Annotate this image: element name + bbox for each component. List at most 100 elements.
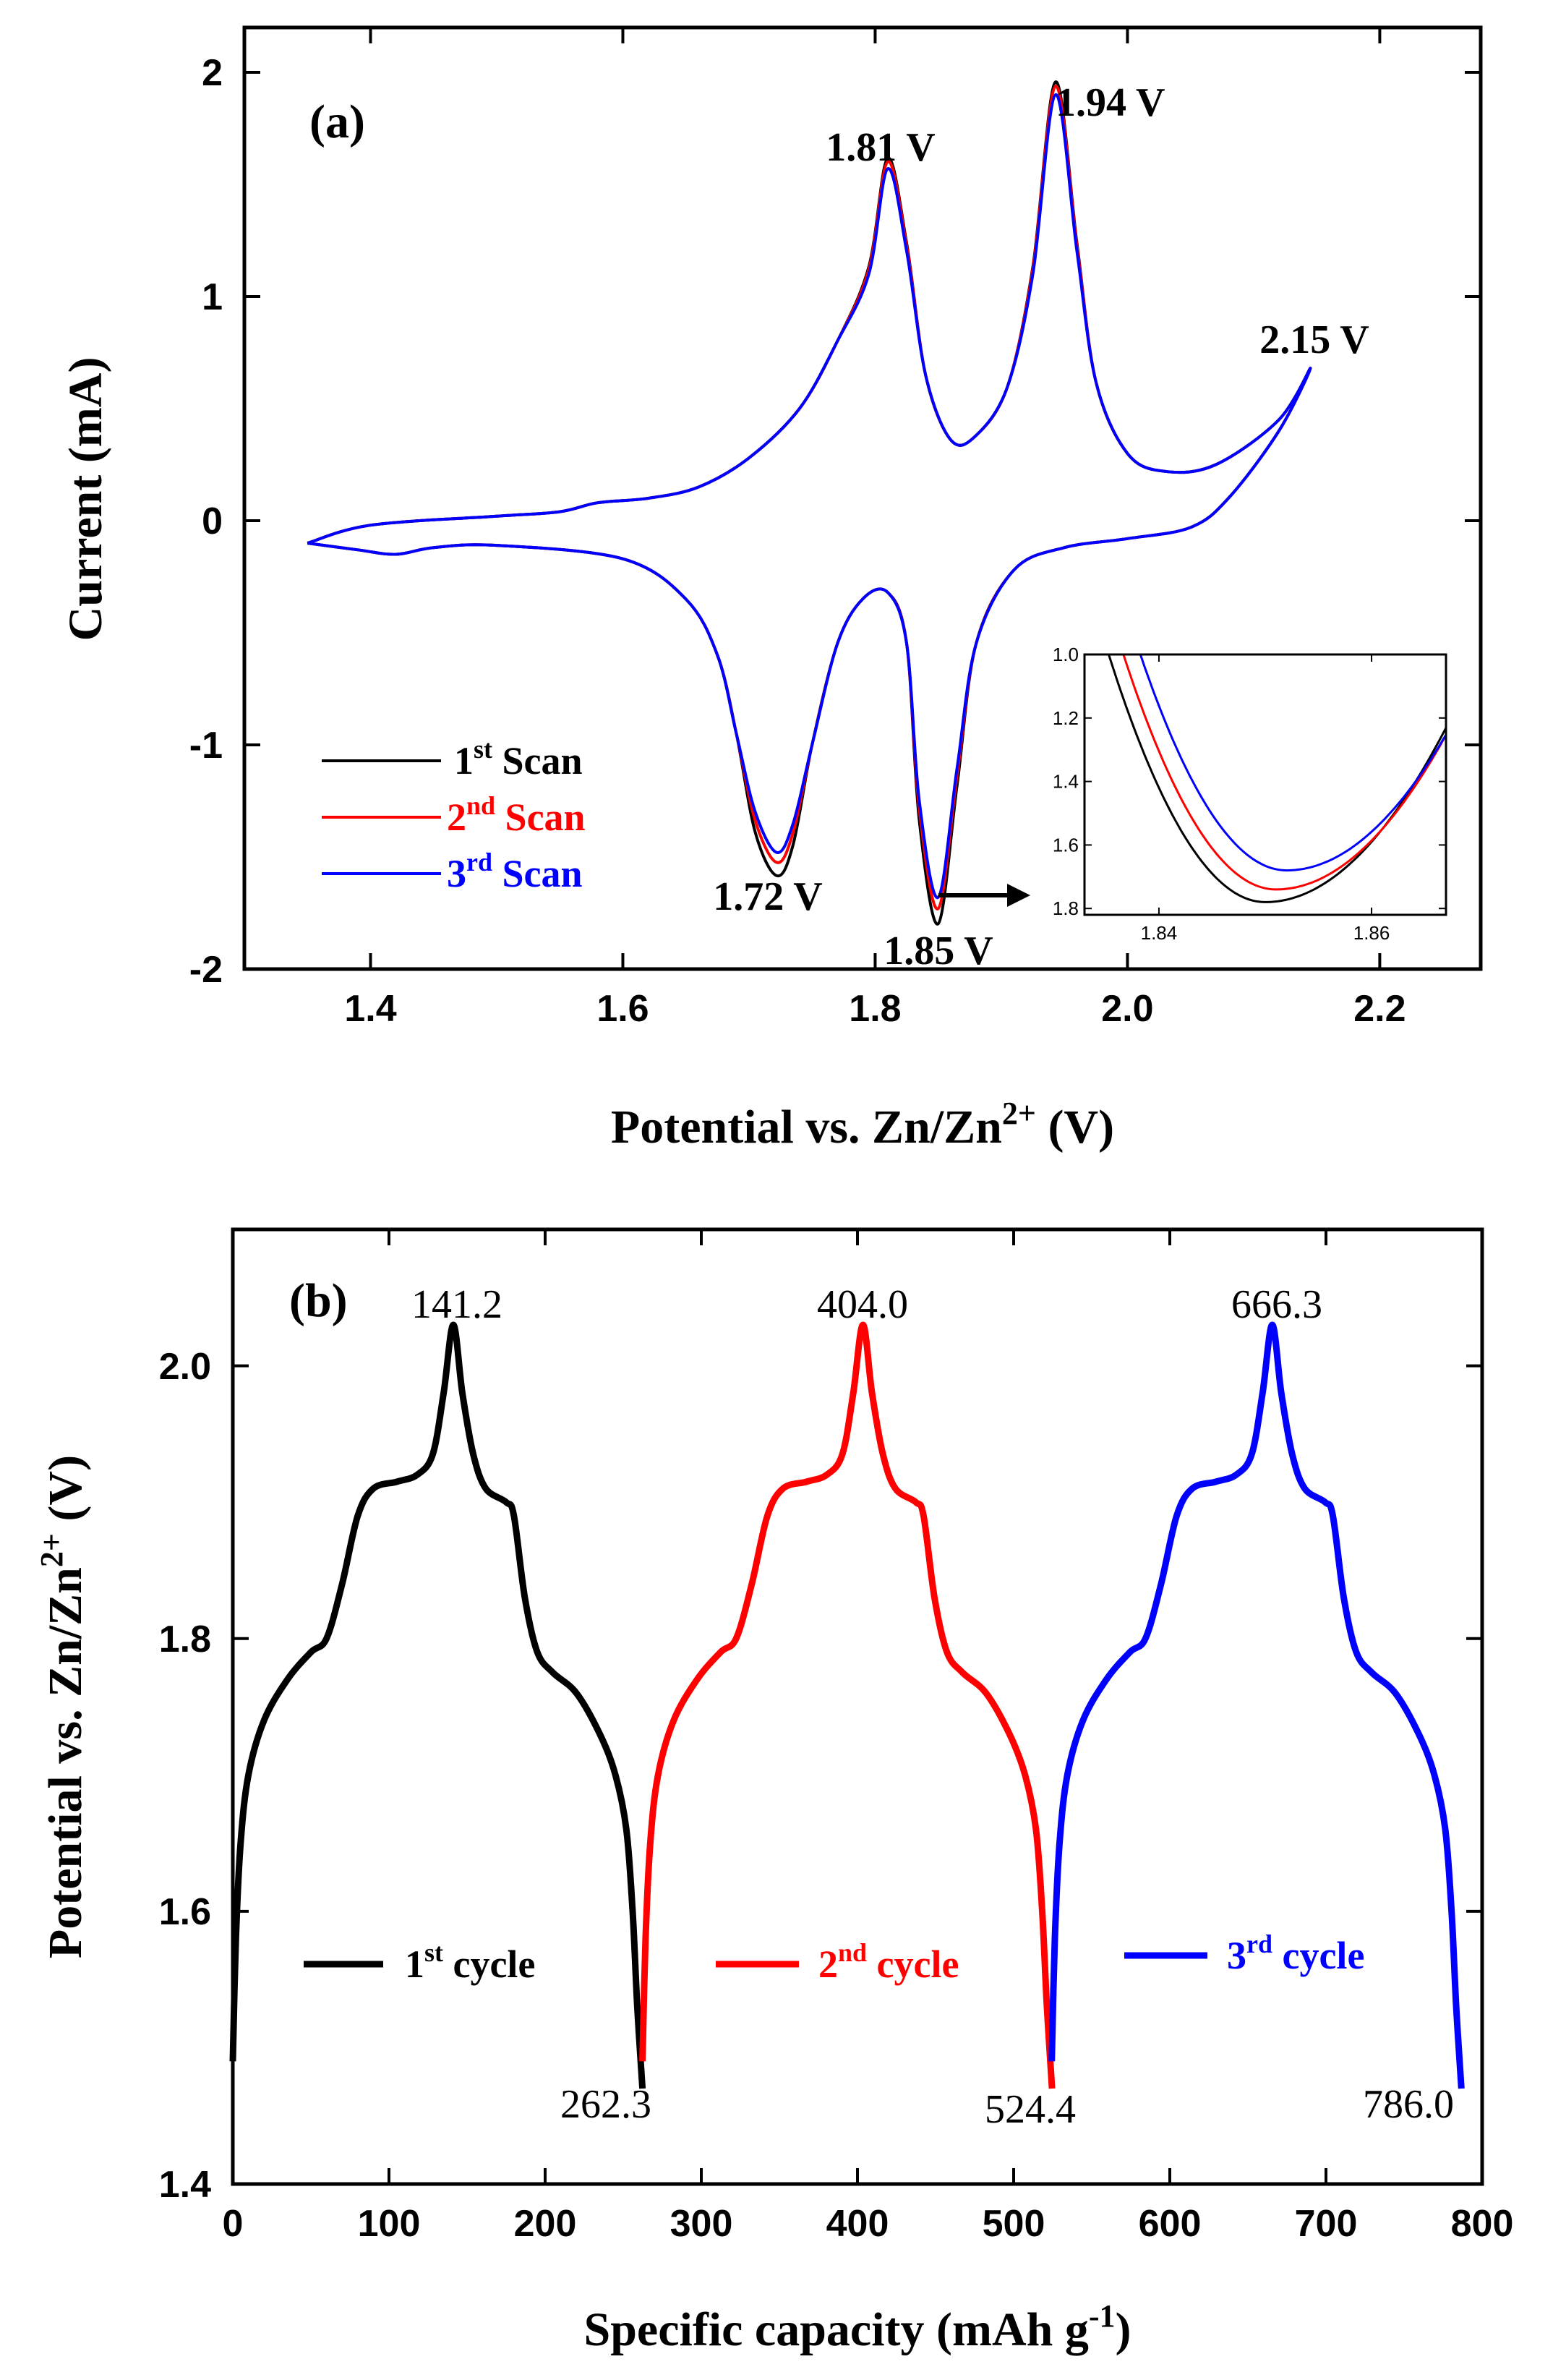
panel-label-b: (b)	[289, 1274, 348, 1327]
inset-x-tick-label: 1.86	[1353, 922, 1390, 944]
legend-text-cycle-3: cycle	[1272, 1934, 1364, 1977]
end-capacity-label-1: 262.3	[560, 2082, 651, 2127]
panel-label-a: (a)	[309, 95, 365, 148]
x-tick-label: 400	[826, 2203, 889, 2245]
legend-text-scan-1: Scan	[492, 739, 583, 782]
inset-y-tick-label: 1.4	[1053, 771, 1079, 793]
y-axis-title-a: Current (mA)	[59, 357, 112, 641]
legend-text-scan-3: Scan	[492, 852, 583, 895]
inset-background	[1084, 654, 1446, 915]
legend-label-cycle-3: 3rd cycle	[1227, 1929, 1364, 1977]
legend-sup-scan-2: nd	[466, 791, 495, 820]
x-tick-label: 100	[358, 2203, 421, 2245]
peak-label-1.85: 1.85 V	[884, 929, 993, 973]
cv-line-3rd-scan	[307, 93, 1312, 900]
y-axis-title-b-sup: 2+	[34, 1533, 69, 1567]
legend-num-scan-3: 3	[447, 852, 466, 895]
legend-text-cycle-2: cycle	[867, 1942, 959, 1986]
legend-sup-scan-1: st	[474, 735, 492, 764]
inset-line-3rd-scan	[1139, 654, 1446, 872]
x-axis-title-b-suffix: )	[1116, 2303, 1131, 2356]
y-axis-title-b-suffix: (V)	[39, 1455, 92, 1533]
inset-frame	[1083, 653, 1447, 916]
legend-num-cycle-2: 2	[818, 1942, 838, 1986]
peak-label-1.94: 1.94 V	[1056, 80, 1165, 125]
legend-num-scan-2: 2	[447, 796, 466, 839]
x-axis-title-a-suffix: (V)	[1036, 1101, 1114, 1153]
y-tick-label: 2.0	[159, 1346, 211, 1388]
y-axis-title-b: Potential vs. Zn/Zn2+ (V)	[34, 1455, 92, 1958]
peak-label-2.15: 2.15 V	[1259, 317, 1369, 362]
panel-b: 0 100 200 300 400 500 600 700 800 1.4 1.6 1.8 2.0 (b…	[34, 1227, 1514, 2356]
x-tick-label: 800	[1451, 2203, 1514, 2245]
peak-capacity-label-1: 141.2	[411, 1282, 502, 1327]
x-axis-title-b-sup: -1	[1089, 2298, 1116, 2334]
peak-label-1.81: 1.81 V	[826, 125, 935, 170]
legend-num-scan-1: 1	[454, 739, 474, 782]
x-tick-label: 0	[223, 2203, 244, 2245]
peak-label-1.72: 1.72 V	[713, 874, 822, 919]
legend-label-cycle-2: 2nd cycle	[818, 1938, 959, 1986]
x-tick-label: 1.8	[849, 988, 901, 1030]
legend-b: 1st cycle 2nd cycle 3rd cycle	[304, 1929, 1364, 1986]
y-tick-label: 1	[202, 276, 223, 318]
peak-capacity-label-2: 404.0	[817, 1282, 908, 1327]
y-tick-label: 2	[202, 52, 223, 94]
x-axis-title-a-main: Potential vs. Zn/Zn	[611, 1101, 1002, 1153]
x-tick-label: 200	[514, 2203, 577, 2245]
legend-text-cycle-1: cycle	[443, 1942, 535, 1986]
legend-label-cycle-1: 1st cycle	[405, 1938, 535, 1986]
x-axis-title-b-main: Specific capacity (mAh g	[583, 2303, 1088, 2356]
end-capacity-label-2: 524.4	[985, 2087, 1076, 2132]
gcd-line-1st-cycle	[229, 1321, 646, 2089]
inset-y-tick-label: 1.6	[1053, 834, 1079, 856]
y-tick-label: -1	[189, 725, 223, 767]
inset-x-tick-label: 1.84	[1141, 922, 1178, 944]
x-tick-label: 500	[983, 2203, 1045, 2245]
x-axis-title-a-sup: 2+	[1002, 1096, 1036, 1131]
inset-ticks: 1.84 1.86 1.0 1.2 1.4 1.6 1.8	[1053, 644, 1446, 944]
inset-curves	[1107, 654, 1446, 903]
legend-a: 1st Scan 2nd Scan 3rd Scan	[322, 735, 586, 895]
inset-line-2nd-scan	[1122, 654, 1446, 891]
inset-y-tick-label: 1.2	[1053, 707, 1079, 729]
inset-plot: 1.84 1.86 1.0 1.2 1.4 1.6 1.8	[1053, 644, 1447, 944]
inset-y-tick-label: 1.8	[1053, 897, 1079, 919]
inset-y-tick-label: 1.0	[1053, 644, 1079, 665]
x-tick-label: 700	[1295, 2203, 1358, 2245]
legend-sup-cycle-1: st	[424, 1938, 443, 1967]
legend-sup-cycle-2: nd	[838, 1938, 867, 1967]
x-tick-label: 1.6	[596, 988, 649, 1030]
cv-curves	[307, 80, 1312, 926]
y-tick-label: -2	[189, 949, 223, 991]
x-tick-label: 2.0	[1101, 988, 1153, 1030]
legend-num-cycle-3: 3	[1227, 1934, 1246, 1977]
y-tick-label: 1.8	[159, 1618, 211, 1660]
legend-label-scan-1: 1st Scan	[454, 735, 583, 782]
legend-num-cycle-1: 1	[405, 1942, 424, 1986]
y-tick-label: 0	[202, 500, 223, 542]
x-tick-label: 300	[670, 2203, 733, 2245]
zoom-arrow-head	[1007, 884, 1030, 907]
x-tick-label: 2.2	[1353, 988, 1406, 1030]
legend-label-scan-2: 2nd Scan	[447, 791, 586, 839]
x-axis-title-a: Potential vs. Zn/Zn2+ (V)	[611, 1096, 1114, 1153]
end-capacity-label-3: 786.0	[1363, 2082, 1454, 2127]
gcd-line-2nd-cycle	[639, 1321, 1056, 2089]
y-axis-title-b-main: Potential vs. Zn/Zn	[39, 1567, 92, 1958]
legend-sup-scan-3: rd	[466, 848, 492, 876]
x-tick-label: 600	[1139, 2203, 1202, 2245]
x-axis-title-b: Specific capacity (mAh g-1)	[583, 2298, 1131, 2356]
plot-frame-a	[242, 25, 1483, 971]
legend-label-scan-3: 3rd Scan	[447, 848, 583, 895]
peak-capacity-label-3: 666.3	[1231, 1282, 1322, 1327]
legend-sup-cycle-3: rd	[1246, 1929, 1272, 1958]
axis-ticks-b: 0 100 200 300 400 500 600 700 800 1.4 1.6 1.8 2.0	[159, 1229, 1514, 2245]
y-tick-label: 1.6	[159, 1891, 211, 1933]
gcd-line-3rd-cycle	[1048, 1321, 1465, 2089]
x-tick-label: 1.4	[344, 988, 396, 1030]
y-tick-label: 1.4	[159, 2164, 211, 2206]
gcd-curves	[229, 1321, 1465, 2089]
legend-text-scan-2: Scan	[495, 796, 586, 839]
